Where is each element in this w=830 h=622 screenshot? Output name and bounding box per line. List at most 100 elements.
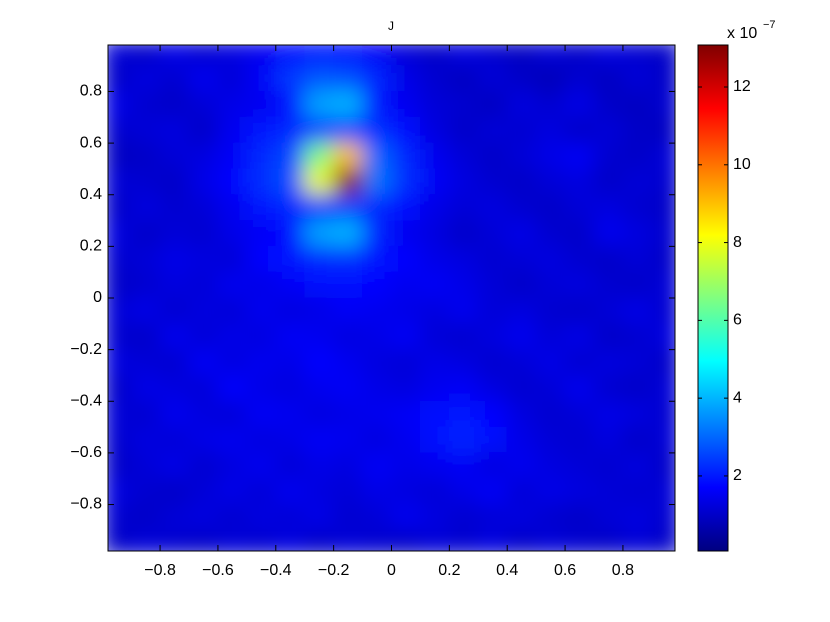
heat-cell	[188, 400, 219, 428]
y-tick-label: −0.4	[70, 392, 102, 409]
heat-cell	[622, 478, 653, 506]
heat-cell	[362, 168, 392, 196]
heat-cell	[506, 504, 537, 531]
heat-cell	[419, 374, 450, 402]
heat-cell	[362, 374, 392, 402]
heat-cell	[275, 297, 306, 325]
heat-cell	[448, 504, 479, 531]
heat-cell	[622, 116, 653, 144]
heat-cell	[593, 90, 624, 118]
heat-cell	[477, 349, 508, 376]
heat-cell	[506, 245, 537, 273]
heat-cell	[622, 220, 653, 247]
heat-cell	[419, 271, 450, 299]
heat-cell	[391, 168, 421, 196]
heat-cell	[188, 504, 219, 531]
heat-cell	[448, 90, 479, 118]
colorbar-scale: x 10	[727, 25, 757, 42]
heat-cell	[188, 90, 219, 118]
heat-cell	[593, 297, 624, 325]
heat-cell	[275, 400, 306, 428]
heat-cell	[651, 142, 675, 170]
heat-cell	[130, 220, 161, 247]
heat-cell	[188, 168, 219, 196]
heat-cell	[391, 504, 421, 531]
heat-cell	[217, 245, 248, 273]
heat-cell	[246, 142, 277, 170]
heat-cell	[419, 142, 450, 170]
heat-cell	[333, 45, 364, 67]
heat-cell	[593, 142, 624, 170]
heat-cell	[535, 529, 566, 551]
heat-cell	[593, 65, 624, 92]
heat-cell	[217, 400, 248, 428]
heat-cell	[564, 452, 595, 480]
heat-cell	[304, 220, 335, 247]
heat-cell	[506, 297, 537, 325]
heat-cell	[651, 400, 675, 428]
heat-cell	[275, 426, 306, 454]
heat-cell	[448, 426, 479, 454]
heat-cell	[188, 349, 219, 376]
heat-cell	[391, 478, 421, 506]
heat-cell	[130, 297, 161, 325]
heat-cell	[564, 194, 595, 222]
heat-cell	[419, 426, 450, 454]
heat-cell	[362, 349, 392, 376]
heat-cell	[159, 374, 190, 402]
heat-cell	[506, 400, 537, 428]
heat-cell	[246, 65, 277, 92]
heat-cell	[651, 168, 675, 196]
heat-cell	[535, 426, 566, 454]
heat-cell	[130, 142, 161, 170]
heat-cell	[304, 478, 335, 506]
heat-cell	[535, 65, 566, 92]
heat-cell	[564, 90, 595, 118]
heat-cell	[477, 374, 508, 402]
heat-cell	[304, 116, 335, 144]
y-tick-label: 0.4	[80, 186, 102, 203]
heat-cell	[564, 297, 595, 325]
heat-cell	[622, 297, 653, 325]
heat-cell	[246, 220, 277, 247]
heat-cell	[448, 65, 479, 92]
heat-cell	[622, 426, 653, 454]
heat-cell	[622, 349, 653, 376]
heat-cell	[130, 323, 161, 351]
heat-cell	[188, 478, 219, 506]
heat-cell	[159, 297, 190, 325]
heat-cell	[304, 90, 335, 118]
heat-cell	[362, 220, 392, 247]
heat-cell	[108, 452, 132, 480]
heat-cell	[304, 271, 335, 299]
heat-cell	[217, 323, 248, 351]
heat-cell	[333, 349, 364, 376]
heat-cell	[448, 323, 479, 351]
heat-cell	[448, 478, 479, 506]
heat-cell	[593, 245, 624, 273]
heat-cell	[593, 452, 624, 480]
heat-cell	[419, 323, 450, 351]
heat-cell	[362, 478, 392, 506]
heat-cell	[362, 45, 392, 67]
heat-cell	[246, 478, 277, 506]
heat-cell	[593, 478, 624, 506]
heat-cell	[564, 245, 595, 273]
x-tick-label: 0.8	[612, 562, 634, 579]
heat-cell	[188, 323, 219, 351]
heat-cell	[333, 426, 364, 454]
heat-cell	[217, 426, 248, 454]
heat-cell	[391, 349, 421, 376]
heat-cell	[448, 529, 479, 551]
heat-cell	[477, 90, 508, 118]
heat-cell	[391, 45, 421, 67]
heat-cell	[506, 478, 537, 506]
heat-cell	[535, 452, 566, 480]
heat-cell	[593, 116, 624, 144]
heat-cell	[477, 65, 508, 92]
heat-cell	[564, 65, 595, 92]
heat-cell	[622, 374, 653, 402]
heat-cell	[535, 478, 566, 506]
heat-cell	[506, 142, 537, 170]
y-tick-label: 0.6	[80, 134, 102, 151]
